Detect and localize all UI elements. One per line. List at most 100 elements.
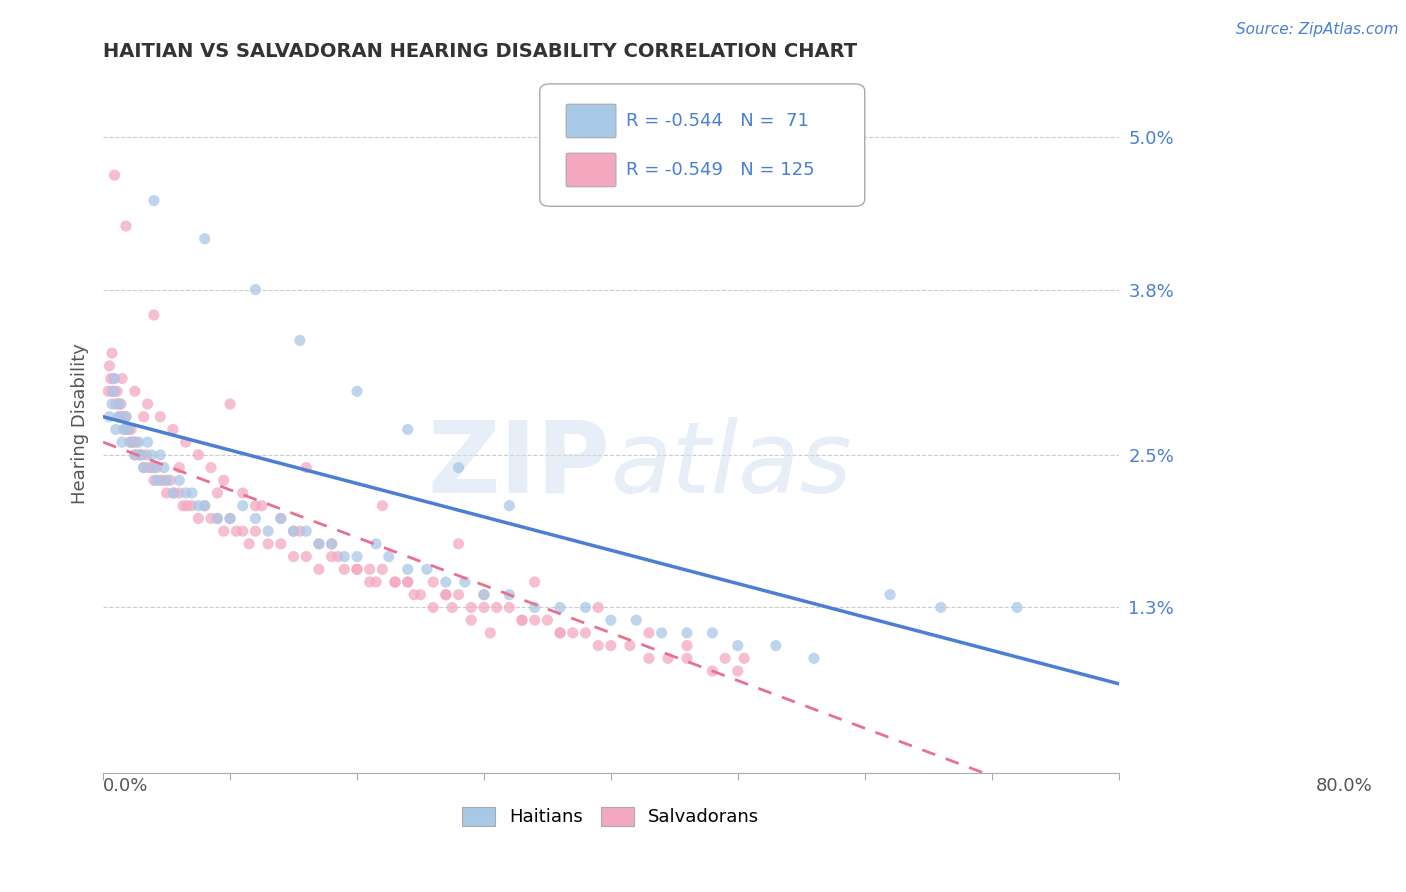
Point — [447, 460, 470, 475]
Point — [194, 232, 217, 246]
Point — [112, 409, 135, 424]
Point — [245, 524, 267, 538]
Point — [371, 562, 394, 576]
Point — [103, 168, 125, 182]
Point — [155, 473, 177, 487]
Point — [359, 562, 381, 576]
Point — [132, 409, 155, 424]
Point — [434, 588, 457, 602]
Text: atlas: atlas — [610, 417, 852, 514]
Point — [396, 574, 419, 589]
Point — [434, 588, 457, 602]
Point — [187, 499, 209, 513]
Point — [498, 600, 520, 615]
Point — [101, 384, 124, 399]
Point — [765, 639, 787, 653]
Point — [132, 460, 155, 475]
Point — [346, 384, 368, 399]
Point — [270, 511, 292, 525]
Point — [107, 397, 129, 411]
Point — [510, 613, 533, 627]
Point — [169, 486, 191, 500]
Point — [124, 448, 146, 462]
Point — [619, 639, 641, 653]
Point — [308, 537, 330, 551]
Point — [187, 448, 209, 462]
Point — [162, 422, 184, 436]
Point — [283, 524, 305, 538]
Point — [536, 613, 558, 627]
Point — [219, 511, 242, 525]
Point — [308, 537, 330, 551]
Point — [472, 588, 495, 602]
Point — [321, 537, 343, 551]
Point — [651, 626, 673, 640]
Text: Source: ZipAtlas.com: Source: ZipAtlas.com — [1236, 22, 1399, 37]
Point — [416, 562, 439, 576]
Point — [676, 651, 699, 665]
Point — [460, 613, 482, 627]
Legend: Haitians, Salvadorans: Haitians, Salvadorans — [456, 799, 766, 834]
Point — [153, 460, 176, 475]
Point — [359, 574, 381, 589]
Point — [219, 397, 242, 411]
Point — [142, 194, 165, 208]
Point — [333, 562, 356, 576]
Point — [120, 422, 142, 436]
Point — [117, 422, 139, 436]
Point — [101, 346, 124, 360]
Text: ZIP: ZIP — [427, 417, 610, 514]
Point — [169, 473, 191, 487]
Text: 80.0%: 80.0% — [1316, 777, 1372, 795]
Point — [181, 486, 204, 500]
Point — [523, 600, 546, 615]
Point — [153, 473, 176, 487]
Point — [270, 537, 292, 551]
Point — [346, 562, 368, 576]
Point — [141, 460, 163, 475]
Point — [103, 371, 125, 385]
Point — [115, 409, 138, 424]
Point — [194, 499, 217, 513]
Point — [409, 588, 432, 602]
Point — [295, 524, 318, 538]
Point — [104, 422, 127, 436]
Point — [485, 600, 508, 615]
Point — [100, 371, 122, 385]
Point — [308, 562, 330, 576]
Point — [626, 613, 648, 627]
Point — [434, 574, 457, 589]
Point — [371, 499, 394, 513]
Point — [232, 524, 254, 538]
Point — [172, 499, 194, 513]
Point — [447, 537, 470, 551]
Point — [727, 639, 749, 653]
Point — [396, 562, 419, 576]
Point — [321, 549, 343, 564]
Point — [225, 524, 247, 538]
Point — [103, 371, 125, 385]
Point — [441, 600, 464, 615]
Point — [207, 511, 229, 525]
Point — [321, 537, 343, 551]
Point — [207, 486, 229, 500]
Point — [245, 283, 267, 297]
Point — [548, 626, 571, 640]
Point — [98, 409, 121, 424]
Point — [676, 639, 699, 653]
Text: R = -0.549   N = 125: R = -0.549 N = 125 — [626, 161, 814, 179]
Point — [283, 549, 305, 564]
Text: R = -0.544   N =  71: R = -0.544 N = 71 — [626, 112, 808, 130]
Point — [364, 574, 387, 589]
Point — [586, 600, 609, 615]
Point — [141, 448, 163, 462]
Point — [105, 384, 128, 399]
Point — [200, 511, 222, 525]
Point — [346, 549, 368, 564]
Point — [929, 600, 952, 615]
Point — [232, 499, 254, 513]
Point — [125, 435, 148, 450]
Point — [110, 397, 132, 411]
Point — [250, 499, 273, 513]
Point — [384, 574, 406, 589]
